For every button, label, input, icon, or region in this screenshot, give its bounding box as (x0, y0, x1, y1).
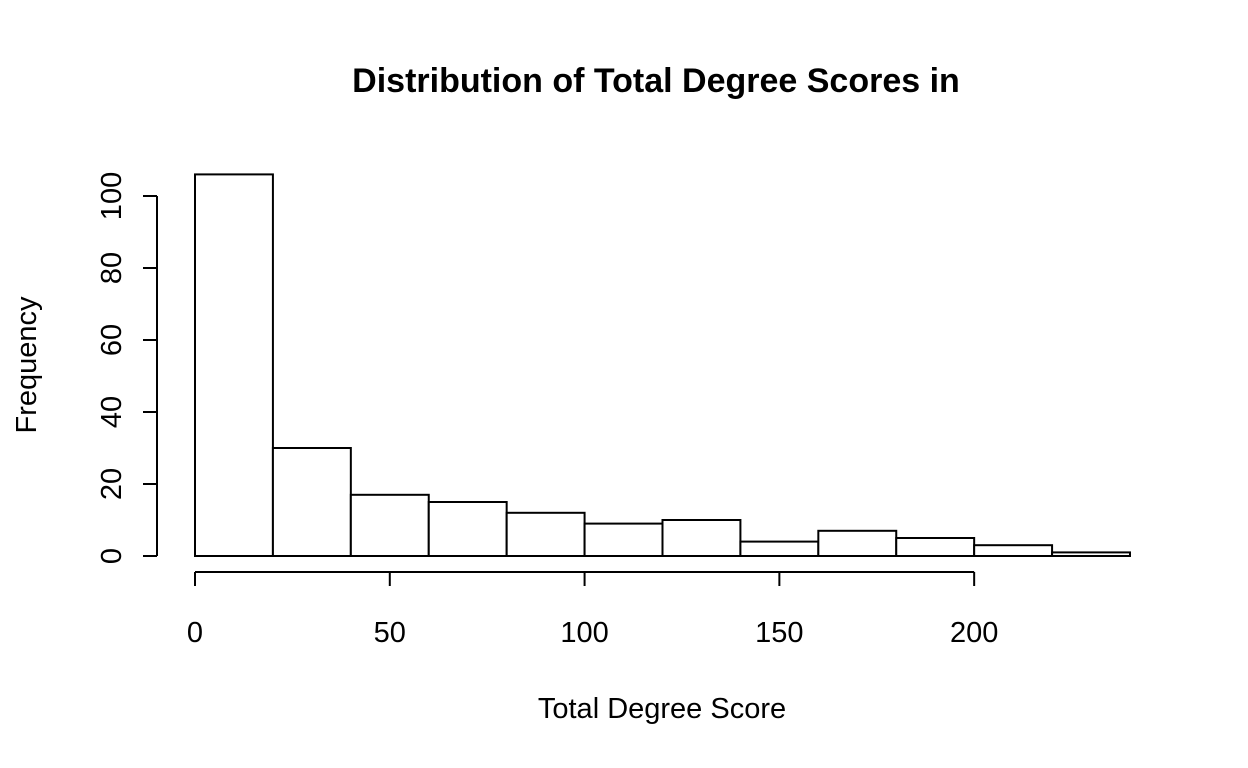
histogram-bar-2 (271, 447, 352, 557)
x-tick-label: 200 (950, 617, 998, 649)
chart-title: Distribution of Total Degree Scores in (352, 62, 960, 100)
histogram-bar-11 (973, 544, 1054, 558)
histogram-bar-10 (895, 537, 976, 557)
y-tick-label: 80 (96, 252, 128, 284)
histogram-bar-8 (739, 540, 820, 557)
histogram-bar-6 (583, 522, 664, 557)
histogram-bar-3 (349, 493, 430, 557)
histogram-bar-1 (194, 173, 274, 557)
histogram-bar-5 (505, 511, 586, 557)
y-tick-label: 60 (96, 324, 128, 356)
y-tick-label: 40 (96, 396, 128, 428)
histogram-bar-4 (427, 501, 508, 557)
x-tick-label: 0 (187, 617, 203, 649)
y-tick-label: 100 (96, 172, 128, 220)
y-tick-label: 20 (96, 468, 128, 500)
x-tick-label: 100 (560, 617, 608, 649)
y-tick-label: 0 (96, 548, 128, 564)
histogram-bar-9 (817, 529, 898, 557)
x-tick-label: 150 (755, 617, 803, 649)
x-axis: 0 50 100 150 200 (187, 571, 998, 649)
x-tick-label: 50 (374, 617, 406, 649)
y-axis: 0 20 40 60 80 100 (96, 172, 158, 564)
y-axis-label: Frequency (11, 296, 43, 434)
histogram-bar-7 (661, 519, 742, 557)
bars-group (194, 173, 1131, 558)
histogram-bar-12 (1051, 551, 1131, 558)
x-axis-label: Total Degree Score (538, 693, 786, 725)
